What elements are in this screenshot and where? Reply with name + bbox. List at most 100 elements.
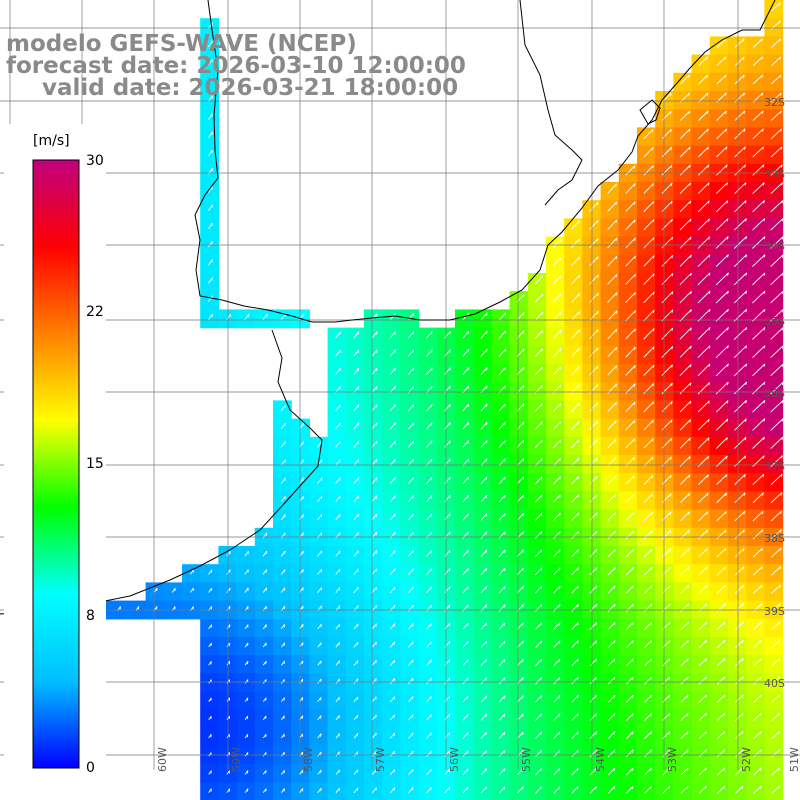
wind-arrow bbox=[607, 731, 616, 740]
wind-arrow bbox=[679, 437, 691, 449]
coastline bbox=[194, 0, 776, 323]
wind-arrow-head bbox=[761, 92, 764, 96]
wind-arrow-head bbox=[779, 74, 782, 78]
wind-arrow bbox=[771, 712, 781, 722]
wind-arrow-head bbox=[745, 327, 748, 331]
wind-arrow bbox=[353, 660, 359, 666]
wind-arrow bbox=[462, 422, 469, 430]
wind-arrow bbox=[771, 785, 781, 794]
wind-arrow bbox=[625, 785, 634, 794]
wind-arrow-head bbox=[578, 421, 580, 425]
wind-arrow bbox=[679, 182, 691, 194]
wind-arrow bbox=[389, 769, 395, 776]
wind-arrow-head bbox=[652, 255, 655, 259]
wind-arrow-head bbox=[687, 548, 690, 552]
wind-arrow bbox=[480, 622, 487, 630]
wind-cell bbox=[436, 764, 456, 784]
wind-arrow bbox=[770, 272, 784, 286]
wind-arrow bbox=[534, 421, 543, 430]
wind-arrow-head bbox=[448, 768, 451, 772]
wind-arrow-head bbox=[778, 749, 781, 753]
wind-cell bbox=[327, 418, 347, 438]
wind-arrow bbox=[625, 585, 634, 594]
lon-label: 58W bbox=[302, 747, 315, 772]
wind-arrow-head bbox=[781, 436, 784, 441]
wind-arrow-head bbox=[485, 713, 487, 717]
wind-arrow-head bbox=[430, 732, 432, 736]
wind-arrow bbox=[589, 585, 598, 594]
wind-arrow bbox=[371, 732, 377, 739]
wind-arrow-head bbox=[706, 548, 708, 552]
wind-arrow bbox=[643, 201, 655, 213]
wind-arrow-head bbox=[541, 439, 543, 444]
wind-arrow bbox=[408, 568, 414, 575]
wind-arrow bbox=[335, 513, 341, 521]
wind-arrow-head bbox=[613, 640, 616, 644]
wind-arrow-head bbox=[708, 345, 711, 349]
wind-arrow-head bbox=[412, 714, 414, 718]
wind-arrow bbox=[426, 641, 432, 648]
wind-arrow bbox=[389, 440, 396, 448]
wind-arrow-head bbox=[597, 256, 599, 260]
wind-arrow bbox=[752, 164, 765, 176]
wind-arrow-head bbox=[741, 785, 744, 789]
wind-cell bbox=[564, 691, 583, 711]
wind-arrow-head bbox=[485, 458, 488, 462]
wind-arrow bbox=[662, 785, 671, 794]
wind-arrow bbox=[752, 566, 763, 576]
wind-arrow bbox=[462, 586, 469, 594]
wind-arrow-head bbox=[724, 584, 726, 589]
wind-arrow-head bbox=[706, 128, 709, 132]
wind-arrow-head bbox=[727, 345, 729, 349]
wind-arrow-head bbox=[668, 767, 671, 771]
wind-arrow bbox=[371, 313, 378, 321]
wind-arrow-head bbox=[577, 494, 580, 498]
wind-arrow bbox=[407, 550, 414, 557]
lon-label: 53W bbox=[666, 747, 679, 772]
wind-arrow-head bbox=[595, 622, 598, 626]
wind-arrow-head bbox=[448, 641, 451, 645]
wind-cell bbox=[600, 345, 620, 365]
wind-arrow bbox=[535, 658, 542, 667]
wind-arrow bbox=[661, 327, 674, 340]
wind-arrow-head bbox=[688, 128, 691, 133]
wind-arrow-head bbox=[634, 255, 636, 259]
wind-cell bbox=[418, 455, 438, 474]
wind-arrow bbox=[407, 440, 414, 448]
wind-arrow-head bbox=[724, 566, 727, 570]
wind-arrow bbox=[480, 713, 487, 721]
wind-arrow-head bbox=[780, 492, 783, 496]
wind-arrow bbox=[770, 164, 783, 176]
wind-arrow bbox=[389, 513, 396, 521]
wind-arrow bbox=[770, 547, 782, 558]
wind-arrow-head bbox=[357, 587, 359, 591]
wind-arrow-head bbox=[449, 458, 451, 462]
wind-arrow bbox=[607, 347, 618, 358]
wind-arrow bbox=[407, 349, 415, 357]
wind-arrow bbox=[679, 309, 692, 322]
wind-arrow-head bbox=[705, 658, 708, 662]
lat-label: 38S bbox=[764, 532, 785, 545]
wind-arrow-head bbox=[707, 474, 709, 478]
wind-arrow bbox=[715, 327, 729, 340]
wind-arrow-head bbox=[633, 183, 636, 187]
wind-arrow bbox=[644, 658, 652, 667]
wind-arrow bbox=[407, 367, 415, 375]
wind-arrow-head bbox=[686, 731, 689, 735]
wind-arrow bbox=[553, 731, 561, 739]
wind-arrow bbox=[680, 731, 689, 740]
wind-arrow-head bbox=[723, 694, 726, 698]
wind-arrow-head bbox=[778, 785, 781, 789]
wind-arrow bbox=[661, 309, 674, 322]
wind-arrow bbox=[733, 290, 748, 304]
wind-arrow-head bbox=[723, 603, 726, 607]
wind-arrow bbox=[353, 751, 359, 757]
wind-arrow bbox=[716, 639, 726, 649]
wind-arrow-head bbox=[726, 182, 728, 186]
wind-arrow bbox=[317, 787, 322, 794]
wind-arrow-head bbox=[615, 274, 618, 278]
wind-arrow bbox=[589, 420, 599, 431]
wind-arrow-head bbox=[705, 785, 707, 790]
wind-arrow bbox=[498, 330, 506, 339]
wind-arrow bbox=[426, 659, 432, 666]
